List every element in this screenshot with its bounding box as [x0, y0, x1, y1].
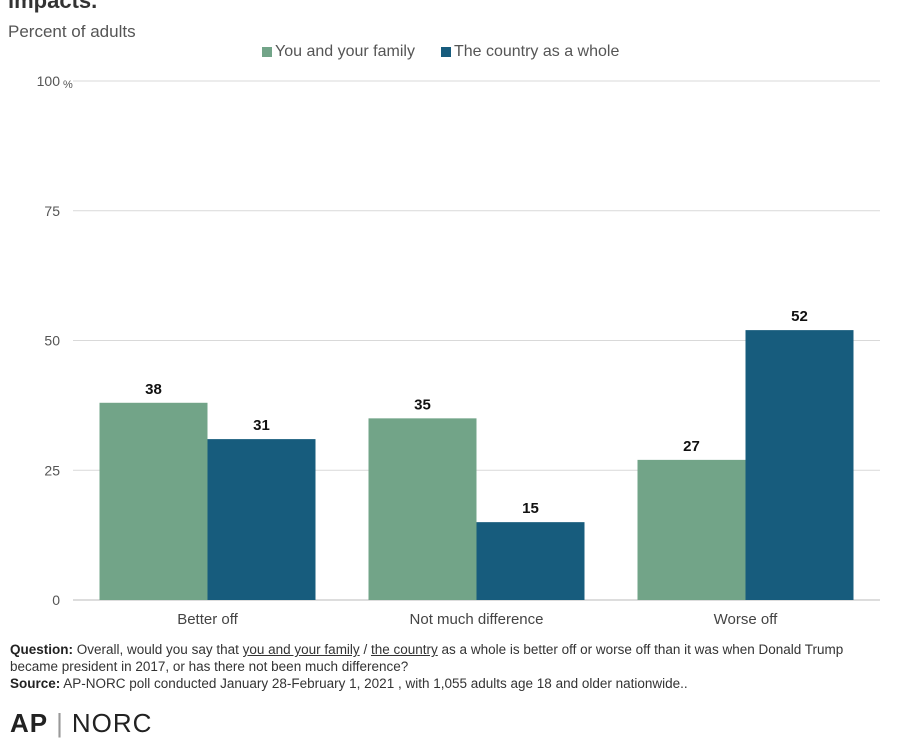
logo-separator: | — [56, 708, 64, 738]
logos: AP | NORC — [10, 708, 152, 739]
source-note: Source: AP-NORC poll conducted January 2… — [10, 675, 890, 692]
x-tick-label-2: Worse off — [714, 611, 778, 628]
chart-title: impacts. — [8, 0, 98, 13]
y-unit-label: % — [63, 79, 73, 91]
question-separator: / — [363, 642, 368, 657]
chart-subtitle: Percent of adults — [8, 22, 136, 41]
chart-notes: Question: Overall, would you say that yo… — [10, 641, 890, 692]
data-label-country-2: 52 — [791, 308, 808, 325]
y-tick-label-0: 0 — [52, 592, 60, 608]
x-tick-label-0: Better off — [177, 611, 238, 628]
bar-country-1 — [476, 522, 585, 600]
bar-family-0 — [99, 402, 208, 600]
question-pre: Overall, would you say that — [76, 642, 239, 657]
bar-family-2 — [637, 459, 746, 600]
question-note: Question: Overall, would you say that yo… — [10, 641, 890, 675]
y-tick-label-75: 75 — [44, 203, 60, 219]
bar-chart: 0 25 50 75 100 % 38 31 Better off 35 15 Not much di… — [37, 73, 880, 628]
bar-country-2 — [745, 330, 854, 600]
data-label-family-2: 27 — [683, 438, 700, 455]
question-link-family: you and your family — [242, 642, 360, 657]
legend-label-family: You and your family — [275, 43, 415, 60]
y-tick-label-50: 50 — [44, 333, 60, 349]
source-text: AP-NORC poll conducted January 28-Februa… — [63, 676, 688, 691]
legend-label-country: The country as a whole — [453, 43, 620, 60]
question-post: as a whole is better off or worse off th… — [10, 642, 844, 674]
legend-item-family: You and your family — [262, 43, 415, 61]
data-label-country-1: 15 — [522, 500, 539, 517]
norc-logo: NORC — [71, 708, 153, 738]
x-tick-label-1: Not much difference — [410, 611, 544, 628]
legend-swatch-family — [262, 47, 272, 57]
y-tick-label-100: 100 — [37, 73, 61, 89]
data-label-country-0: 31 — [253, 417, 270, 434]
bar-country-0 — [207, 439, 316, 600]
legend-item-country: The country as a whole — [440, 43, 620, 61]
question-label: Question: — [10, 642, 73, 657]
question-link-country: the country — [370, 642, 438, 657]
source-label: Source: — [10, 676, 61, 691]
legend: You and your family The country as a who… — [262, 43, 619, 61]
data-label-family-1: 35 — [414, 396, 431, 413]
y-tick-label-25: 25 — [44, 462, 60, 478]
ap-logo: AP — [10, 708, 49, 738]
legend-swatch-country — [440, 47, 451, 57]
bar-family-1 — [368, 418, 477, 600]
data-label-family-0: 38 — [145, 381, 162, 398]
